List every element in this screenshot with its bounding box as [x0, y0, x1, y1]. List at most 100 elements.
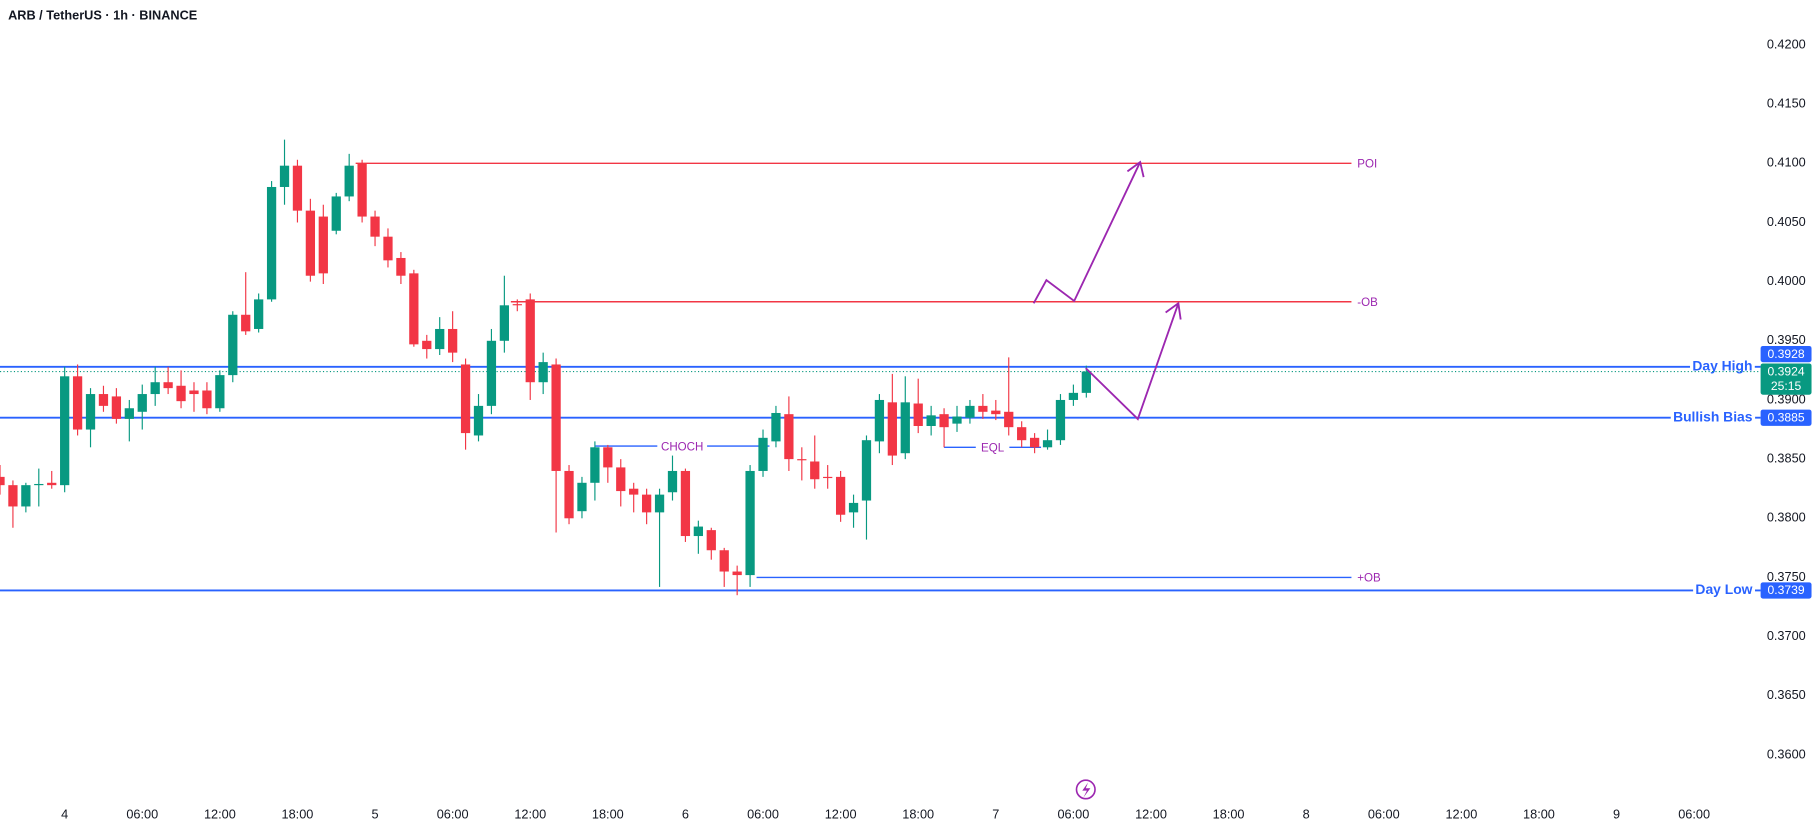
x-tick-label: 06:00 — [747, 806, 779, 821]
x-tick-label: 5 — [372, 806, 379, 821]
x-tick-label: 6 — [682, 806, 689, 821]
annotation-label: EQL — [981, 443, 1005, 455]
chart-title: ARB / TetherUS · 1h · BINANCE — [8, 8, 197, 23]
candle-body — [292, 165, 303, 211]
candle-body — [667, 470, 678, 493]
y-tick-label: 0.3900 — [1767, 391, 1806, 406]
level-label: Day High — [1692, 358, 1752, 374]
candle-body — [137, 394, 147, 412]
candle-body — [680, 470, 691, 537]
candle-body — [706, 530, 716, 551]
candle-body — [254, 299, 264, 329]
plot-area: 0.3600 0.3650 0.3700 0.3750 0.3800 0.3850 0.39… — [0, 36, 1812, 821]
x-tick-label: 18:00 — [592, 806, 624, 821]
candle-body — [228, 314, 238, 376]
price-box-label: 0.3928 — [1767, 347, 1804, 361]
x-tick-label: 12:00 — [1445, 806, 1477, 821]
x-tick-label: 12:00 — [825, 806, 857, 821]
y-tick-label: 0.3950 — [1767, 332, 1806, 347]
price-box-label: 0.3885 — [1767, 410, 1804, 424]
candle-body — [745, 470, 755, 576]
x-tick-label: 06:00 — [1057, 806, 1089, 821]
candle-body — [797, 459, 807, 461]
x-tick-label: 12:00 — [514, 806, 546, 821]
last-price-box — [1760, 363, 1812, 395]
candle-body — [784, 414, 794, 460]
candle-body — [370, 216, 380, 237]
candle-body — [693, 526, 703, 537]
candle-body — [1029, 437, 1040, 448]
replay-icon[interactable] — [1075, 779, 1096, 800]
candle-body — [266, 186, 277, 300]
level-label-bg — [1690, 357, 1755, 374]
candle-body — [590, 447, 600, 483]
y-tick-label: 0.3850 — [1767, 450, 1806, 465]
annotation-label: -OB — [1357, 297, 1378, 309]
candle-body — [577, 482, 587, 512]
candle-body — [1042, 440, 1053, 448]
x-tick-label: 06:00 — [126, 806, 158, 821]
candle-body — [150, 382, 160, 395]
price-box — [1760, 582, 1812, 599]
candle-body — [874, 399, 885, 442]
candle-body — [564, 470, 574, 519]
y-tick-label: 0.3750 — [1767, 569, 1806, 584]
candle-body — [952, 416, 962, 424]
y-tick-label: 0.4000 — [1767, 273, 1806, 288]
x-tick-label: 8 — [1303, 806, 1310, 821]
last-price-label: 0.3924 — [1767, 364, 1804, 378]
candle-body — [1017, 427, 1027, 441]
annotation-label: POI — [1357, 159, 1377, 171]
y-tick-label: 0.3600 — [1767, 746, 1806, 761]
x-tick-label: 18:00 — [1523, 806, 1555, 821]
candle-body — [629, 488, 639, 495]
candle-body — [21, 485, 31, 507]
annotation-label: CHOCH — [661, 441, 703, 453]
x-tick-label: 06:00 — [1678, 806, 1710, 821]
y-tick-label: 0.4050 — [1767, 214, 1806, 229]
candle-body — [538, 362, 548, 383]
y-tick-label: 0.4100 — [1767, 155, 1806, 170]
level-label-bg — [1670, 408, 1756, 425]
candle-body — [991, 410, 1001, 415]
candle-body — [176, 385, 186, 402]
x-tick-label: 9 — [1613, 806, 1620, 821]
candle-body — [318, 216, 328, 274]
candle-body — [978, 405, 988, 412]
x-tick-label: 12:00 — [204, 806, 236, 821]
candle-body — [124, 408, 134, 419]
y-tick-label: 0.4200 — [1767, 36, 1806, 51]
candle-body — [758, 437, 768, 471]
candle-body — [641, 494, 652, 513]
candle-body — [512, 304, 522, 306]
candle-body — [305, 210, 316, 276]
candle-body — [551, 364, 561, 471]
x-tick-label: 18:00 — [902, 806, 934, 821]
candle-body — [357, 163, 367, 217]
candle-body — [409, 273, 419, 345]
candle-body — [448, 328, 458, 353]
candle-body — [0, 476, 5, 486]
level-label: Day Low — [1695, 581, 1752, 597]
y-tick-label: 0.3650 — [1767, 687, 1806, 702]
candle-body — [460, 364, 471, 434]
projection-arrow — [1032, 160, 1182, 421]
candle-body — [435, 328, 445, 350]
x-tick-label: 12:00 — [1135, 806, 1167, 821]
candle-body — [85, 394, 96, 430]
candle-body — [202, 390, 212, 409]
candle-body — [926, 415, 936, 426]
candle-body — [835, 476, 846, 515]
x-tick-label: 18:00 — [1213, 806, 1245, 821]
candle-body — [603, 447, 613, 468]
candle-body — [422, 340, 432, 350]
candle-body — [913, 403, 923, 426]
candle-body — [823, 476, 833, 479]
candle-body — [189, 390, 199, 395]
candle-body — [72, 376, 83, 430]
candle-body — [34, 483, 44, 486]
level-label: Bullish Bias — [1673, 408, 1753, 424]
candle-body — [965, 405, 975, 418]
candle-body — [887, 402, 897, 456]
